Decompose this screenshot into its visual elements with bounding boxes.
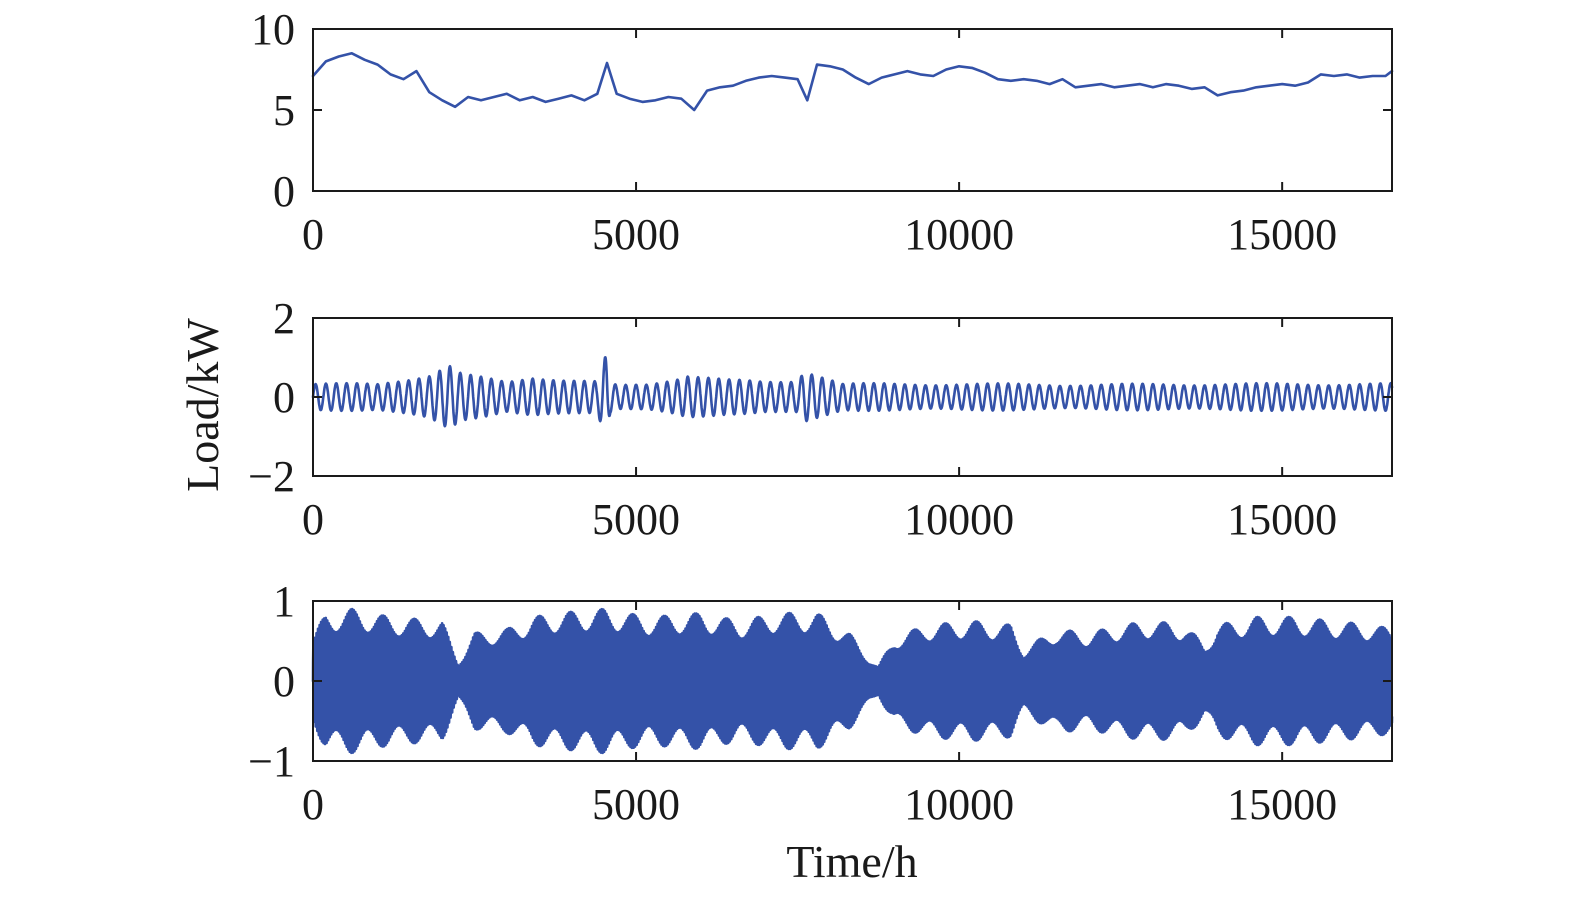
panel-2-y-tick-label: 0 bbox=[273, 373, 295, 422]
panel-2: 0 5000 10000 15000−202 bbox=[248, 294, 1394, 544]
panel-1-x-tick-label: 5000 bbox=[592, 210, 680, 259]
panel-1-x-tick-label: 15000 bbox=[1227, 210, 1337, 259]
panel-2-x-tick-label: 15000 bbox=[1227, 495, 1337, 544]
y-axis-title: Load/kW bbox=[177, 318, 228, 492]
panel-3-series-line-1 bbox=[311, 607, 1394, 755]
panel-2-x-tick-label: 0 bbox=[302, 495, 324, 544]
panel-1-x-tick-label: 10000 bbox=[904, 210, 1014, 259]
panel-3: 0 5000 10000 15000−101 bbox=[248, 577, 1394, 829]
x-axis-title: Time/h bbox=[786, 836, 917, 887]
panel-3-y-tick-label: 0 bbox=[273, 657, 295, 706]
panel-2-series-line-1 bbox=[311, 356, 1394, 428]
panel-3-x-tick-label: 5000 bbox=[592, 780, 680, 829]
panel-2-x-tick-label: 10000 bbox=[904, 495, 1014, 544]
panel-2-y-tick-label: −2 bbox=[248, 452, 295, 501]
panel-1-y-tick-label: 0 bbox=[273, 167, 295, 216]
panel-3-x-tick-label: 0 bbox=[302, 780, 324, 829]
panel-1-frame bbox=[312, 28, 1393, 192]
panel-1: 0 5000 10000 15000 0 5 10 bbox=[251, 5, 1394, 259]
panel-3-y-tick-label: 1 bbox=[273, 577, 295, 626]
panel-2-frame bbox=[312, 317, 1393, 477]
panel-1-x-tick-label: 0 bbox=[302, 210, 324, 259]
panel-2-y-tick-label: 2 bbox=[273, 294, 295, 343]
panel-1-y-tick-label: 5 bbox=[273, 86, 295, 135]
panel-3-x-tick-label: 15000 bbox=[1227, 780, 1337, 829]
panel-3-y-tick-label: −1 bbox=[248, 737, 295, 786]
panel-1-y-tick-label: 10 bbox=[251, 5, 295, 54]
panel-2-x-tick-label: 5000 bbox=[592, 495, 680, 544]
panel-3-x-tick-label: 10000 bbox=[904, 780, 1014, 829]
panel-1-series-line-1 bbox=[311, 52, 1394, 112]
